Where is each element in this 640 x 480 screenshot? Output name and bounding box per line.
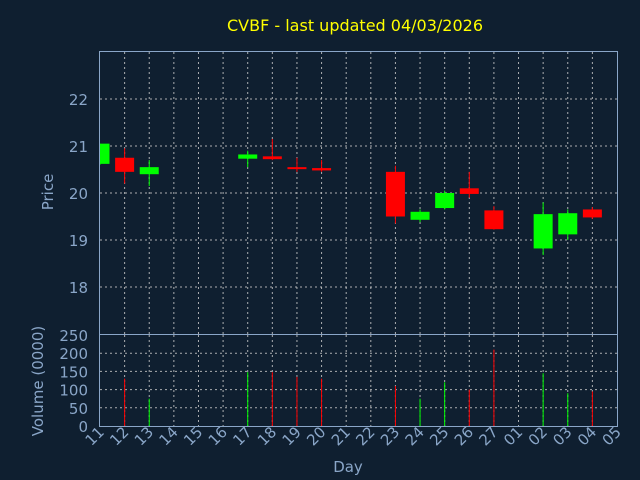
x-tick-label: 19: [279, 423, 305, 449]
candle-25: [435, 190, 455, 210]
price-tick-label: 21: [69, 138, 88, 156]
candle-13: [139, 160, 159, 186]
candle-body: [484, 210, 504, 230]
candle-body: [238, 154, 258, 159]
x-tick-label: 12: [106, 423, 132, 449]
candle-body: [100, 143, 110, 164]
price-y-ticks: 18 19 20 21 22: [69, 91, 88, 297]
x-tick-label: 20: [303, 423, 329, 449]
price-plot-frame: [99, 51, 618, 335]
candle-20: [312, 160, 332, 172]
candle-18: [262, 138, 282, 161]
candle-body: [533, 214, 553, 249]
price-candles: [99, 138, 602, 256]
x-tick-label: 21: [328, 423, 354, 449]
price-tick-label: 19: [69, 232, 88, 250]
candle-body: [410, 211, 430, 220]
candle-11: [99, 143, 110, 165]
candle-body: [139, 167, 159, 175]
price-axis-label: Price: [39, 174, 57, 211]
candle-body: [115, 157, 135, 172]
candle-27: [484, 206, 504, 230]
price-tick-label: 20: [69, 185, 88, 203]
x-tick-label: 03: [549, 423, 575, 449]
x-tick-label: 22: [352, 423, 378, 449]
x-tick-label: 27: [476, 423, 502, 449]
x-tick-label: 02: [525, 423, 551, 449]
candle-24: [410, 209, 430, 223]
x-tick-label: 14: [155, 423, 181, 449]
candle-body: [558, 213, 578, 235]
volume-tick-label: 100: [59, 382, 88, 400]
x-tick-label: 26: [451, 423, 477, 449]
x-tick-label: 24: [402, 423, 428, 449]
candle-body: [287, 167, 307, 170]
candle-body: [385, 171, 405, 217]
x-tick-label: 16: [205, 423, 231, 449]
volume-plot-frame: [99, 334, 618, 427]
candle-04: [582, 207, 602, 219]
volume-tick-label: 200: [59, 345, 88, 363]
volume-bars: [124, 349, 593, 426]
x-tick-label: 01: [500, 423, 526, 449]
volume-tick-label: 250: [59, 327, 88, 345]
candle-body: [459, 188, 479, 194]
volume-tick-label: 50: [69, 400, 88, 418]
x-tick-label: 17: [229, 423, 255, 449]
volume-axis-label: Volume (0000): [29, 326, 47, 436]
candle-body: [312, 168, 332, 171]
x-axis-label: Day: [333, 458, 363, 476]
candle-02: [533, 202, 553, 256]
price-tick-label: 18: [69, 279, 88, 297]
x-axis-ticks: 1112131415161718192021222324252627010203…: [82, 423, 625, 449]
volume-tick-label: 0: [78, 418, 88, 436]
price-gridlines: [100, 52, 617, 334]
candle-17: [238, 150, 258, 168]
x-tick-label: 05: [599, 423, 625, 449]
candle-26: [459, 171, 479, 198]
candle-body: [582, 209, 602, 218]
chart-title: CVBF - last updated 04/03/2026: [227, 16, 483, 35]
x-tick-label: 25: [426, 423, 452, 449]
candle-body: [435, 193, 455, 209]
x-tick-label: 04: [574, 423, 600, 449]
price-tick-label: 22: [69, 91, 88, 109]
x-tick-label: 13: [131, 423, 157, 449]
x-tick-label: 23: [377, 423, 403, 449]
candle-03: [558, 209, 578, 240]
x-tick-label: 15: [180, 423, 206, 449]
candle-body: [262, 156, 282, 160]
x-tick-label: 18: [254, 423, 280, 449]
volume-tick-label: 150: [59, 363, 88, 381]
volume-gridlines: [100, 335, 617, 426]
candle-12: [115, 148, 135, 184]
candle-19: [287, 157, 307, 172]
candle-23: [385, 165, 405, 224]
